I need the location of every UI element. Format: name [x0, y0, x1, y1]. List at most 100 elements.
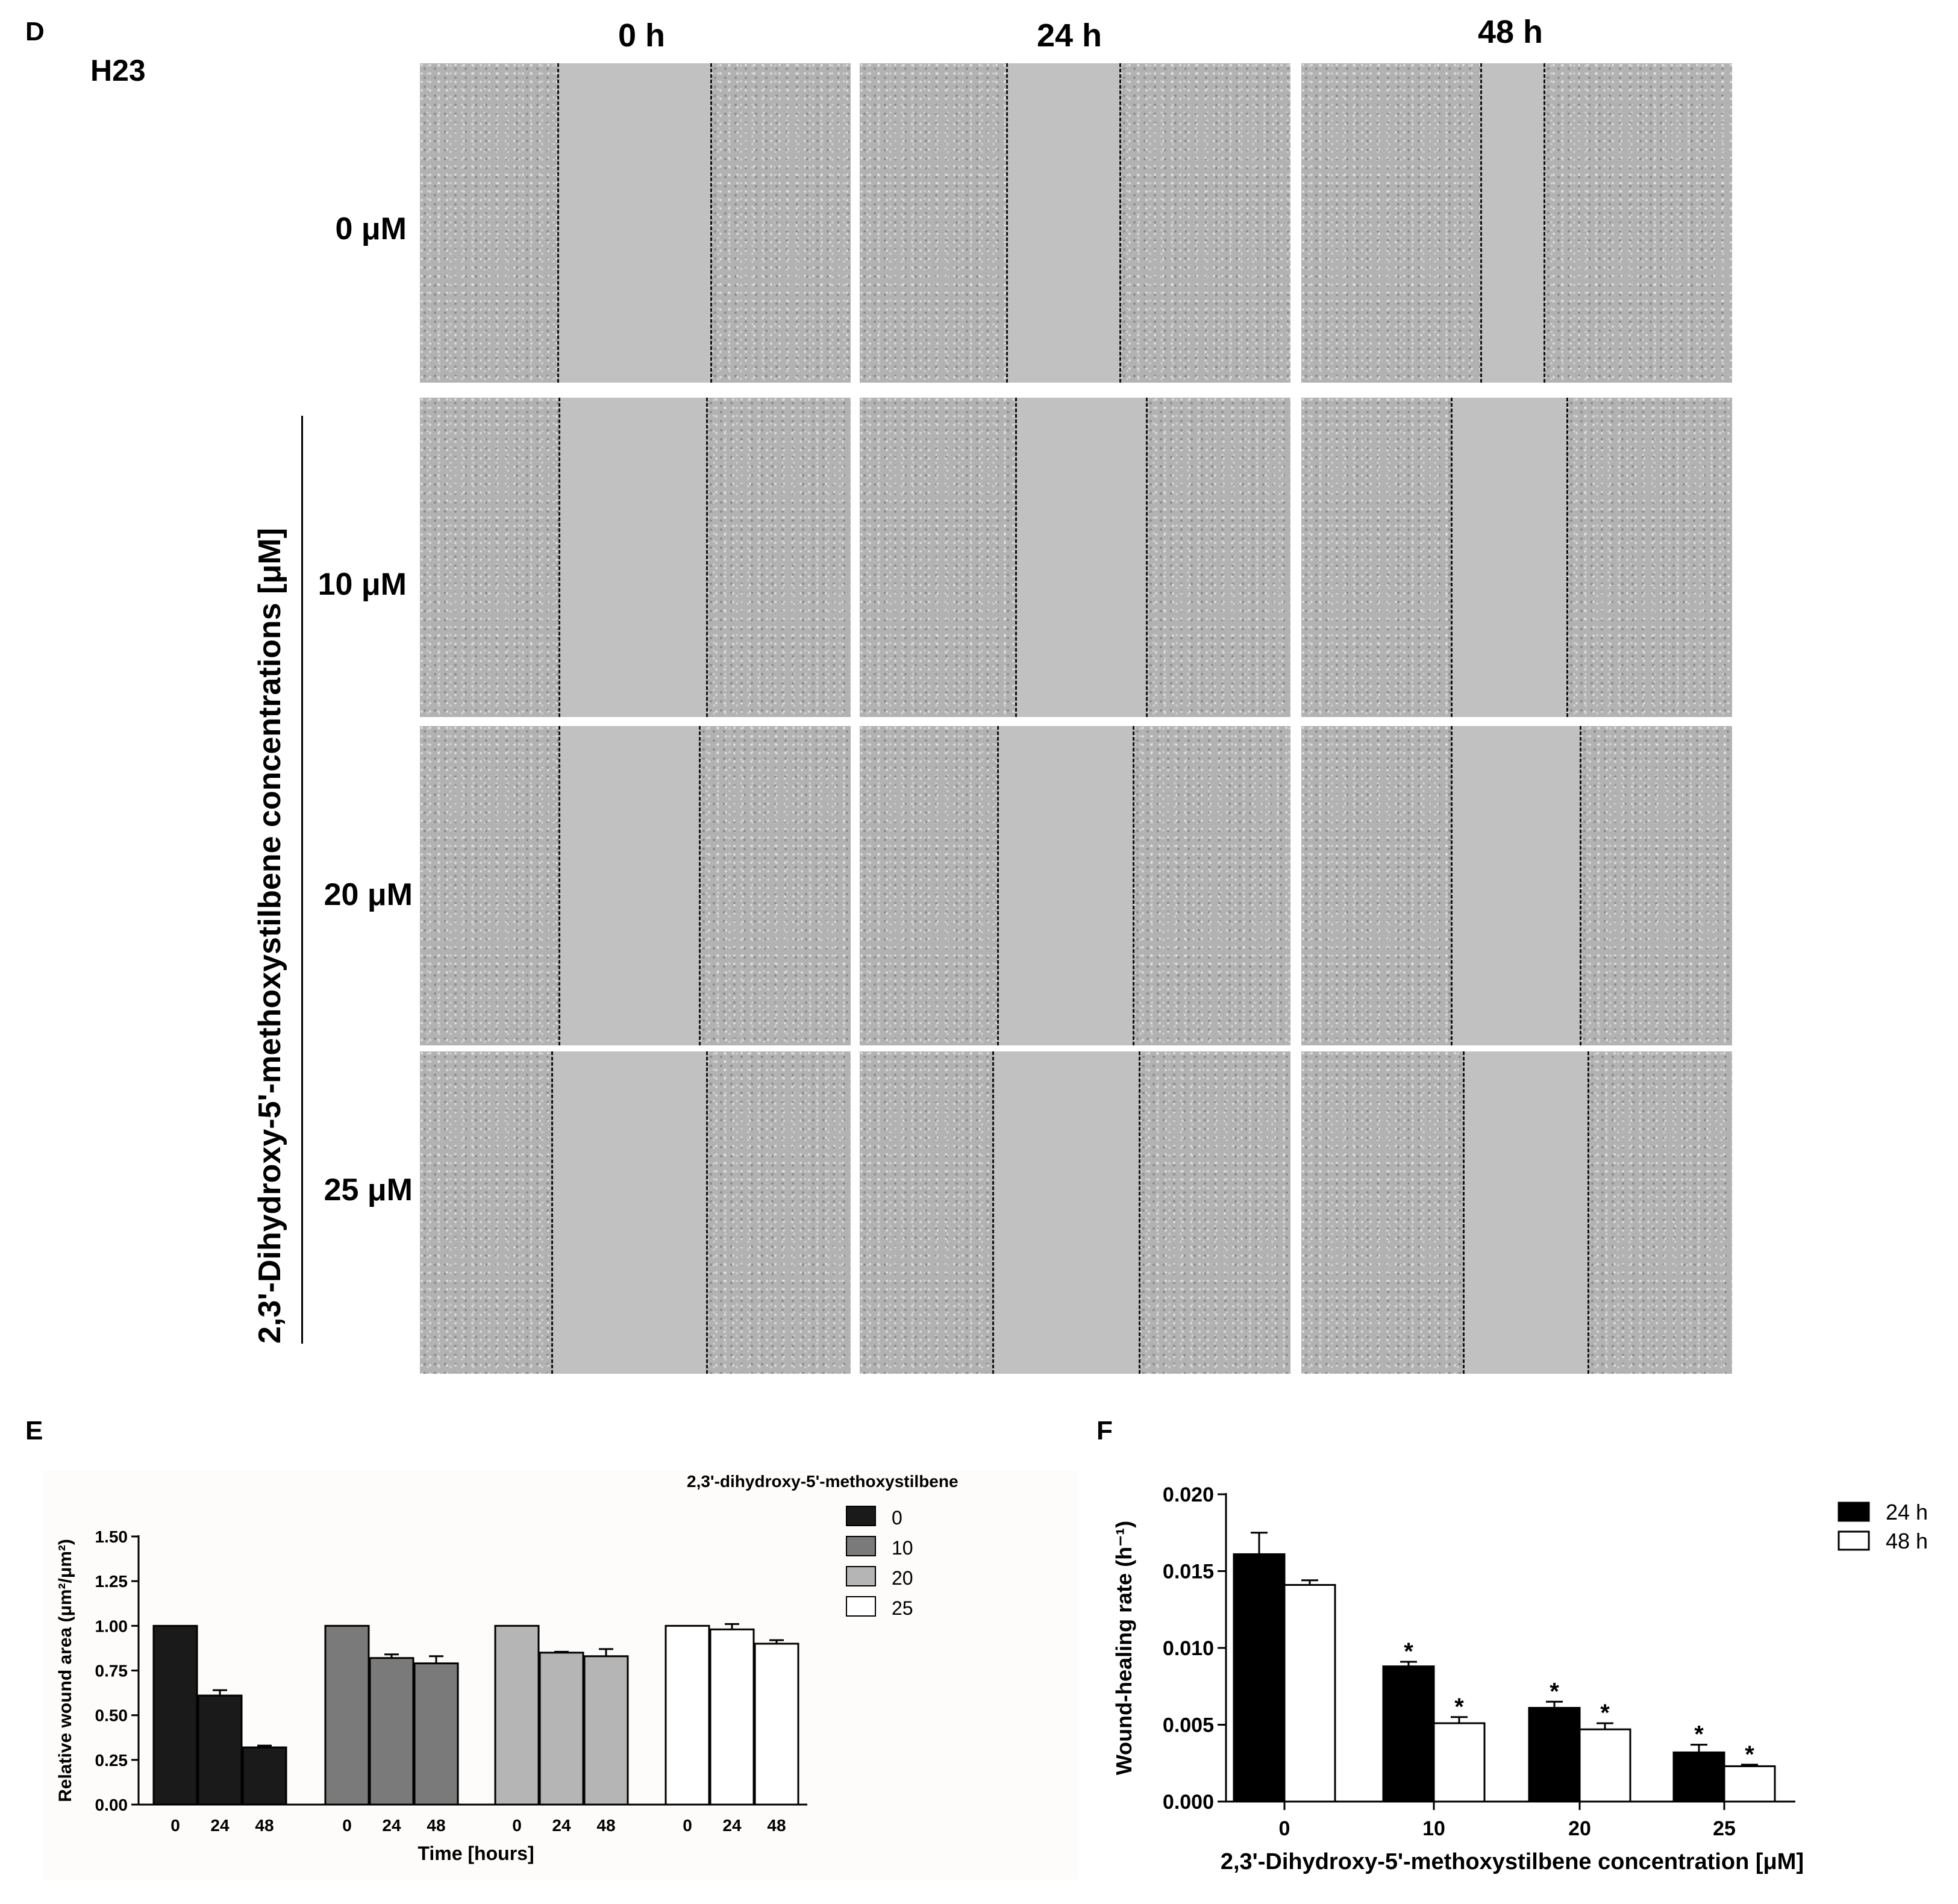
x-tick-label: 48 [596, 1816, 615, 1835]
x-tick-label: 24 [382, 1816, 401, 1835]
legend-label: 20 [892, 1567, 913, 1589]
bar [754, 1643, 799, 1806]
micrograph-0-3 [420, 1051, 851, 1374]
y-tick-label: 1.25 [95, 1572, 128, 1591]
wound-edge-line [1566, 398, 1568, 717]
x-tick-label: 20 [1568, 1817, 1591, 1840]
x-tick-label: 48 [427, 1816, 445, 1835]
column-header-0h: 0 h [618, 17, 666, 54]
cell-monolayer-left [420, 726, 558, 1045]
cell-monolayer-right [699, 726, 851, 1045]
bar [1382, 1665, 1435, 1803]
wound-edge-line [699, 726, 701, 1045]
cell-monolayer-right [1587, 1051, 1732, 1374]
wound-edge-line [1146, 398, 1148, 717]
cell-monolayer-right [706, 1051, 851, 1374]
wound-gap [1006, 63, 1119, 383]
x-tick-label: 48 [255, 1816, 274, 1835]
x-tick-label: 48 [767, 1816, 786, 1835]
y-tick-label: 0.005 [1163, 1714, 1214, 1737]
y-axis-label: Wound-healing rate (h⁻¹) [1112, 1521, 1136, 1775]
panel-d-letter: D [25, 17, 45, 46]
cell-monolayer-left [420, 398, 558, 717]
bar [152, 1624, 198, 1806]
significance-marker: * [1694, 1721, 1704, 1748]
significance-marker: * [1745, 1741, 1754, 1768]
wound-edge-line [551, 1051, 553, 1374]
significance-marker: * [1550, 1678, 1559, 1705]
legend-label: 10 [892, 1537, 913, 1559]
wound-edge-line [1451, 398, 1453, 717]
wound-gap [551, 1051, 706, 1374]
bar [242, 1746, 287, 1806]
x-tick-label: 0 [1279, 1817, 1290, 1840]
bar [1578, 1728, 1631, 1803]
wound-edge-line [558, 398, 560, 717]
x-tick-label: 0 [170, 1816, 180, 1835]
x-tick-label: 24 [552, 1816, 571, 1835]
wound-healing-rate-chart: 0.000 0.005 0.010 0.015 0.020 0 10 20 25 * * * * * * 2,… [1112, 1483, 1928, 1874]
bar [1528, 1706, 1581, 1803]
wound-edge-line [1580, 726, 1581, 1045]
bar [197, 1694, 243, 1806]
x-tick-label: 0 [683, 1816, 692, 1835]
wound-edge-line [710, 63, 712, 383]
x-tick-label: 24 [722, 1816, 742, 1835]
y-axis-label: Relative wound area (μm²/μm²) [55, 1539, 75, 1802]
micrograph-1-1 [860, 398, 1290, 717]
x-axis-label: Time [hours] [418, 1843, 534, 1864]
cell-monolayer-right [1133, 726, 1290, 1045]
significance-marker: * [1404, 1638, 1413, 1665]
cell-monolayer-right [1146, 398, 1290, 717]
wound-edge-line [558, 726, 560, 1045]
legend-title: 2,3'-dihydroxy-5'-methoxystilbene [687, 1472, 959, 1491]
wound-gap [557, 63, 710, 383]
column-header-24h: 24 h [1036, 17, 1103, 54]
cell-monolayer-right [1580, 726, 1732, 1045]
legend-swatch [846, 1566, 876, 1586]
row-header-20uM: 20 μM [324, 877, 413, 912]
row-header-25uM: 25 μM [324, 1173, 413, 1207]
legend-label: 48 h [1886, 1529, 1928, 1553]
wound-edge-line [997, 726, 999, 1045]
bar [1723, 1765, 1776, 1803]
y-tick-label: 1.50 [95, 1527, 128, 1546]
y-tick-label: 0.010 [1163, 1637, 1214, 1660]
wound-gap [1451, 726, 1580, 1045]
cell-monolayer-right [710, 63, 851, 383]
cell-monolayer-left [860, 398, 1015, 717]
legend-swatch [1838, 1530, 1870, 1551]
y-tick-label: 1.00 [95, 1617, 128, 1635]
wound-edge-line [1463, 1051, 1465, 1374]
micrograph-1-2 [860, 726, 1290, 1045]
cell-monolayer-left [860, 726, 997, 1045]
x-axis-label: 2,3'-Dihydroxy-5'-methoxystilbene concen… [1221, 1849, 1804, 1874]
wound-gap [1480, 63, 1544, 383]
wound-edge-line [557, 63, 559, 383]
micrograph-2-3 [1301, 1051, 1732, 1374]
column-header-48h: 48 h [1477, 14, 1544, 50]
cell-monolayer-left [420, 63, 557, 383]
wound-edge-line [1133, 726, 1134, 1045]
micrograph-2-1 [1301, 398, 1732, 717]
wound-gap [558, 726, 699, 1045]
significance-marker: * [1600, 1700, 1610, 1726]
legend-swatch [846, 1506, 876, 1526]
bar [494, 1624, 540, 1806]
bar [1433, 1722, 1486, 1803]
wound-edge-line [1587, 1051, 1589, 1374]
legend-swatch [846, 1536, 876, 1556]
wound-edge-line [992, 1051, 994, 1374]
bar [1283, 1583, 1336, 1803]
micrograph-0-1 [420, 398, 851, 717]
wound-gap [1015, 398, 1146, 717]
wound-edge-line [1139, 1051, 1140, 1374]
legend-label: 0 [892, 1507, 902, 1529]
bar [665, 1624, 710, 1806]
cell-monolayer-right [1544, 63, 1732, 383]
y-tick-label: 0.50 [95, 1706, 128, 1725]
wound-edge-line [1006, 63, 1008, 383]
wound-edge-line [706, 1051, 708, 1374]
y-tick-label: 0.00 [95, 1796, 128, 1814]
y-tick-label: 0.015 [1163, 1561, 1214, 1583]
